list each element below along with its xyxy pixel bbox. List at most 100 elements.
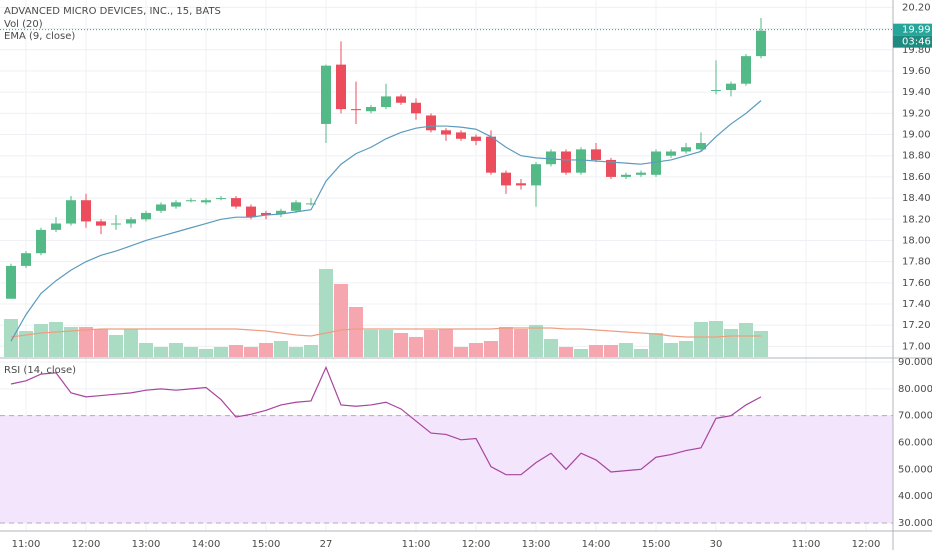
candle-body xyxy=(546,151,556,165)
y-tick-label: 19.00 xyxy=(902,130,931,141)
rsi-tick-label: 70.0000 xyxy=(898,411,932,422)
volume-bar xyxy=(649,333,663,357)
rsi-label: RSI (14, close) xyxy=(4,365,76,376)
candle-body xyxy=(726,83,736,91)
candle-body xyxy=(396,96,406,103)
volume-bar xyxy=(514,329,528,357)
x-tick-label: 14:00 xyxy=(582,539,611,550)
volume-bar xyxy=(424,330,438,357)
x-tick-label: 11:00 xyxy=(12,539,41,550)
candle-body xyxy=(711,90,721,92)
rsi-tick-label: 60.0000 xyxy=(898,437,932,448)
volume-bar xyxy=(529,325,543,357)
y-tick-label: 19.40 xyxy=(902,87,931,98)
volume-bar xyxy=(499,327,513,357)
x-tick-label: 15:00 xyxy=(252,539,281,550)
volume-bar xyxy=(484,341,498,357)
volume-bar xyxy=(709,321,723,357)
candle-body xyxy=(201,200,211,203)
candle-body xyxy=(621,174,631,177)
volume-bar xyxy=(34,324,48,357)
candle-body xyxy=(456,132,466,139)
candle-body xyxy=(261,212,271,216)
candle-body xyxy=(501,172,511,186)
candle-body xyxy=(81,200,91,222)
volume-bar xyxy=(139,343,153,357)
volume-bar xyxy=(169,343,183,357)
indicator-label: Vol (20) xyxy=(4,19,43,30)
candle-body xyxy=(426,115,436,131)
x-tick-label: 30 xyxy=(710,539,723,550)
candle-body xyxy=(486,136,496,173)
candle-body xyxy=(21,253,31,266)
x-tick-label: 12:00 xyxy=(462,539,491,550)
rsi-tick-label: 40.0000 xyxy=(898,491,932,502)
y-tick-label: 17.60 xyxy=(902,278,931,289)
volume-bar xyxy=(364,330,378,357)
x-tick-label: 15:00 xyxy=(642,539,671,550)
volume-bar xyxy=(454,347,468,357)
candle-body xyxy=(321,65,331,124)
volume-bar xyxy=(604,345,618,357)
candle-body xyxy=(51,223,61,230)
volume-bar xyxy=(724,329,738,357)
ema-line xyxy=(10,100,762,342)
volume-bar xyxy=(19,331,33,357)
volume-bar xyxy=(619,343,633,357)
y-tick-label: 18.40 xyxy=(902,193,931,204)
volume-bar xyxy=(94,329,108,357)
volume-bar xyxy=(199,349,213,357)
volume-bar xyxy=(319,269,333,357)
chart-title: ADVANCED MICRO DEVICES, INC., 15, BATS xyxy=(4,6,221,17)
candle-body xyxy=(216,198,226,200)
x-tick-label: 11:00 xyxy=(792,539,821,550)
volume-bar xyxy=(409,337,423,357)
volume-bar xyxy=(694,322,708,357)
rsi-band xyxy=(0,415,893,523)
volume-bar xyxy=(589,345,603,357)
volume-bar xyxy=(154,347,168,357)
x-tick-label: 11:00 xyxy=(402,539,431,550)
candle-body xyxy=(306,203,316,205)
volume-bar xyxy=(574,349,588,357)
volume-bar xyxy=(229,345,243,357)
volume-bar xyxy=(304,345,318,357)
candle-body xyxy=(36,229,46,254)
candle-body xyxy=(681,147,691,152)
candle-body xyxy=(411,102,421,114)
y-tick-label: 18.00 xyxy=(902,235,931,246)
x-tick-label: 13:00 xyxy=(132,539,161,550)
x-tick-label: 14:00 xyxy=(192,539,221,550)
volume-bar xyxy=(49,322,63,357)
y-tick-label: 18.60 xyxy=(902,172,931,183)
rsi-tick-label: 90.0000 xyxy=(898,357,932,368)
candle-body xyxy=(111,223,121,225)
candle-body xyxy=(171,202,181,207)
candle-body xyxy=(606,159,616,177)
candle-body xyxy=(6,265,16,299)
y-tick-label: 19.60 xyxy=(902,66,931,77)
candle-body xyxy=(756,30,766,57)
indicator-label: EMA (9, close) xyxy=(4,31,75,42)
volume-bar xyxy=(109,335,123,357)
volume-bar xyxy=(739,323,753,357)
volume-bar xyxy=(244,347,258,357)
y-tick-label: 18.80 xyxy=(902,151,931,162)
volume-bar xyxy=(394,333,408,357)
candle-body xyxy=(516,183,526,186)
rsi-tick-label: 50.0000 xyxy=(898,464,932,475)
candle-body xyxy=(156,204,166,211)
candle-body xyxy=(126,219,136,224)
rsi-tick-label: 30.0000 xyxy=(898,518,932,529)
countdown-label: 03:46 xyxy=(902,37,931,48)
candle-body xyxy=(666,151,676,156)
candle-body xyxy=(351,109,361,111)
countdown-box xyxy=(893,35,932,48)
candle-body xyxy=(96,221,106,226)
candle-body xyxy=(231,198,241,207)
candle-body xyxy=(291,202,301,211)
y-tick-label: 18.20 xyxy=(902,214,931,225)
volume-bar xyxy=(289,347,303,357)
volume-ma-line xyxy=(10,327,761,338)
